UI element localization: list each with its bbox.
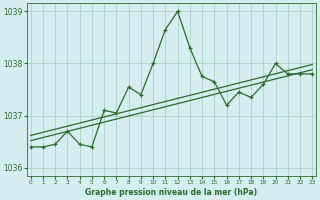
X-axis label: Graphe pression niveau de la mer (hPa): Graphe pression niveau de la mer (hPa)	[85, 188, 258, 197]
